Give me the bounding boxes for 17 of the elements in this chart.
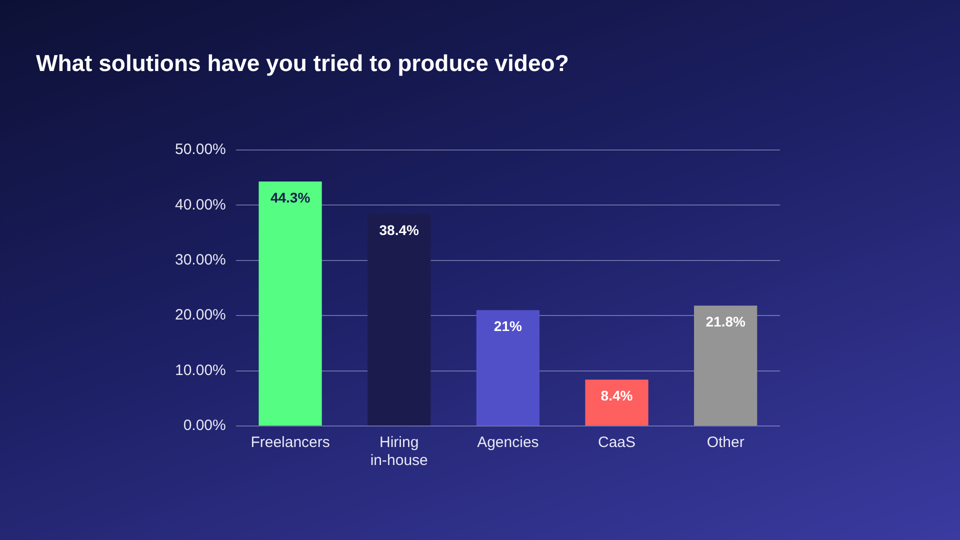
- y-tick-label: 0.00%: [183, 417, 226, 434]
- data-label: 21%: [494, 318, 522, 334]
- data-label: 44.3%: [270, 189, 311, 206]
- data-label: 8.4%: [600, 387, 634, 404]
- y-tick-label: 10.00%: [175, 362, 226, 379]
- x-tick-label: Agencies: [477, 434, 539, 452]
- x-tick-label: Other: [706, 434, 744, 452]
- x-tick-label: CaaS: [598, 434, 636, 452]
- y-tick-label: 50.00%: [175, 141, 226, 158]
- x-tick-label: Freelancers: [250, 434, 330, 452]
- y-tick-label: 40.00%: [175, 196, 226, 214]
- chart-title: What solutions have you tried to produce video?: [36, 50, 569, 77]
- data-label: 38.4%: [379, 222, 420, 238]
- y-tick-label: 20.00%: [175, 306, 226, 324]
- x-tick-label: Hiring in-house: [370, 434, 428, 470]
- y-tick-label: 30.00%: [175, 252, 226, 269]
- data-label: 21.8%: [706, 314, 746, 330]
